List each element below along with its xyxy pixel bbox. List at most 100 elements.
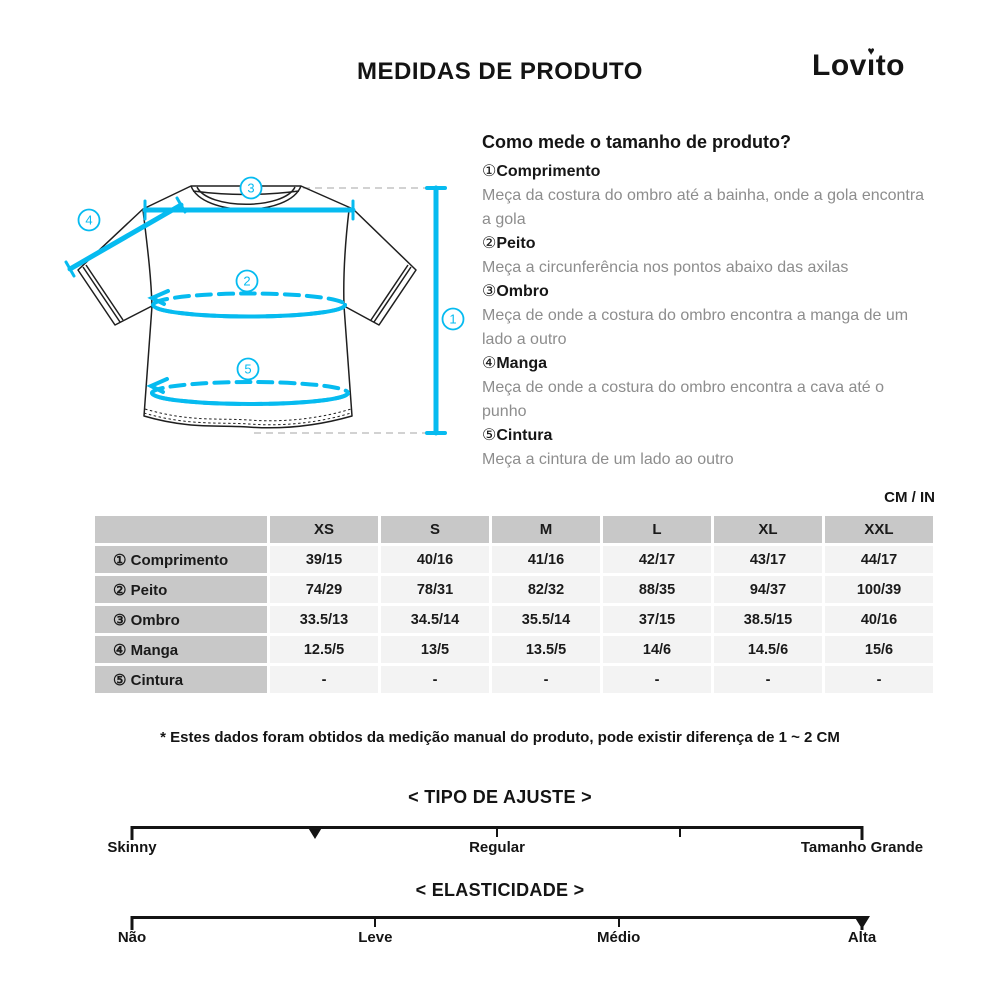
svg-text:3: 3 — [247, 181, 254, 196]
measurement-row-label: ④ Manga — [95, 636, 267, 663]
instruction-description: Meça a circunferência nos pontos abaixo … — [482, 259, 849, 276]
annotation-badge-1: 1 — [441, 307, 465, 331]
instruction-number: ④ — [482, 355, 497, 372]
size-value-cell: 13/5 — [381, 636, 489, 663]
fit-scale-labels: Skinny Regular Tamanho Grande — [107, 839, 923, 859]
instruction-number: ⑤ — [482, 427, 497, 444]
shoulder-measure-line — [142, 199, 356, 221]
size-value-cell: 100/39 — [825, 576, 933, 603]
size-value-cell: 35.5/14 — [492, 606, 600, 633]
size-value-cell: 44/17 — [825, 546, 933, 573]
brand-logo: Lovı ♥ to — [812, 44, 906, 82]
heart-icon: ♥ — [867, 44, 876, 58]
svg-text:4: 4 — [85, 213, 92, 228]
size-value-cell: 14.5/6 — [714, 636, 822, 663]
size-value-cell: - — [714, 666, 822, 693]
measurement-row-label: ② Peito — [95, 576, 267, 603]
scale-label: Leve — [358, 929, 393, 946]
measurement-instruction: ②Peito Meça a circunferência nos pontos … — [482, 232, 952, 280]
size-column-header: L — [603, 516, 711, 543]
size-value-cell: 78/31 — [381, 576, 489, 603]
svg-text:2: 2 — [243, 274, 250, 289]
instruction-description: Meça de onde a costura do ombro encontra… — [482, 307, 909, 348]
scale-end-cap — [860, 826, 864, 840]
arrow-icon — [147, 289, 170, 306]
howto-items: ①Comprimento Meça da costura do ombro at… — [482, 160, 952, 472]
scale-end-cap — [130, 916, 134, 930]
measurement-instruction: ④Manga Meça de onde a costura do ombro e… — [482, 352, 952, 424]
size-value-cell: 33.5/13 — [270, 606, 378, 633]
tshirt-outline — [77, 185, 417, 429]
size-value-cell: 82/32 — [492, 576, 600, 603]
size-value-cell: 38.5/15 — [714, 606, 822, 633]
fit-scale-heading: < TIPO DE AJUSTE > — [408, 787, 592, 807]
size-value-cell: 94/37 — [714, 576, 822, 603]
size-value-cell: 43/17 — [714, 546, 822, 573]
size-table-header-row: XS S M L XL XXL — [95, 516, 933, 543]
scale-end-cap — [130, 826, 134, 840]
instruction-description: Meça da costura do ombro até a bainha, o… — [482, 187, 925, 228]
size-column-header: XL — [714, 516, 822, 543]
size-table: XS S M L XL XXL ① Comprimento 39/15 40/16 41/16 4… — [92, 513, 936, 696]
instruction-description: Meça a cintura de um lado ao outro — [482, 451, 734, 468]
size-value-cell: - — [825, 666, 933, 693]
size-value-cell: - — [270, 666, 378, 693]
size-value-cell: - — [603, 666, 711, 693]
svg-text:1: 1 — [449, 312, 456, 327]
size-value-cell: 13.5/5 — [492, 636, 600, 663]
scale-label: Alta — [847, 929, 877, 946]
measurement-footnote: * Estes dados foram obtidos da medição m… — [160, 729, 840, 746]
size-table-row: ⑤ Cintura - - - - - - — [95, 666, 933, 693]
arrow-icon — [146, 377, 169, 394]
scale-label: Regular — [469, 839, 525, 856]
instruction-number: ① — [482, 163, 497, 180]
chest-measure-ellipse — [147, 289, 347, 319]
length-measure-line — [425, 185, 447, 436]
size-column-header: XS — [270, 516, 378, 543]
fit-scale-track — [130, 826, 864, 840]
scale-marker-triangle — [306, 826, 323, 839]
size-value-cell: 41/16 — [492, 546, 600, 573]
size-value-cell: 88/35 — [603, 576, 711, 603]
scale-label: Não — [117, 929, 147, 946]
scale-label: Tamanho Grande — [800, 839, 924, 856]
annotation-badge-4: 4 — [77, 208, 101, 232]
size-value-cell: 15/6 — [825, 636, 933, 663]
tshirt-measurement-diagram: 3 4 2 5 1 — [64, 176, 465, 436]
scale-label: Médio — [596, 929, 641, 946]
measurement-instruction: ③Ombro Meça de onde a costura do ombro e… — [482, 280, 952, 352]
instruction-description: Meça de onde a costura do ombro encontra… — [482, 379, 885, 420]
howto-heading: Como mede o tamanho de produto? — [482, 132, 791, 152]
measurement-row-label: ⑤ Cintura — [95, 666, 267, 693]
instruction-number: ③ — [482, 283, 497, 300]
scale-marker-triangle — [854, 916, 870, 929]
size-value-cell: - — [492, 666, 600, 693]
size-value-cell: 14/6 — [603, 636, 711, 663]
measurement-instruction: ①Comprimento Meça da costura do ombro at… — [482, 160, 952, 232]
size-table-row: ④ Manga 12.5/5 13/5 13.5/5 14/6 14.5/6 15/6 — [95, 636, 933, 663]
measurement-instruction: ⑤Cintura Meça a cintura de um lado ao ou… — [482, 424, 952, 472]
instruction-number: ② — [482, 235, 497, 252]
sleeve-measure-line — [64, 196, 187, 278]
scale-tick — [496, 826, 498, 837]
scale-tick — [617, 916, 620, 927]
stretch-scale-track — [130, 916, 870, 930]
size-value-cell: 74/29 — [270, 576, 378, 603]
instruction-label: Comprimento — [496, 163, 601, 180]
size-value-cell: 42/17 — [603, 546, 711, 573]
instruction-label: Peito — [496, 235, 536, 252]
scale-tick — [678, 826, 681, 837]
size-table-corner-cell — [95, 516, 267, 543]
annotation-badge-5: 5 — [236, 357, 260, 381]
annotation-badge-3: 3 — [239, 176, 263, 200]
scale-tick — [374, 916, 377, 927]
measurement-row-label: ③ Ombro — [95, 606, 267, 633]
instruction-label: Cintura — [496, 427, 553, 444]
size-value-cell: 12.5/5 — [270, 636, 378, 663]
svg-text:5: 5 — [244, 362, 251, 377]
unit-label: CM / IN — [884, 489, 935, 506]
size-column-header: M — [492, 516, 600, 543]
size-value-cell: - — [381, 666, 489, 693]
annotation-badge-2: 2 — [235, 269, 259, 293]
